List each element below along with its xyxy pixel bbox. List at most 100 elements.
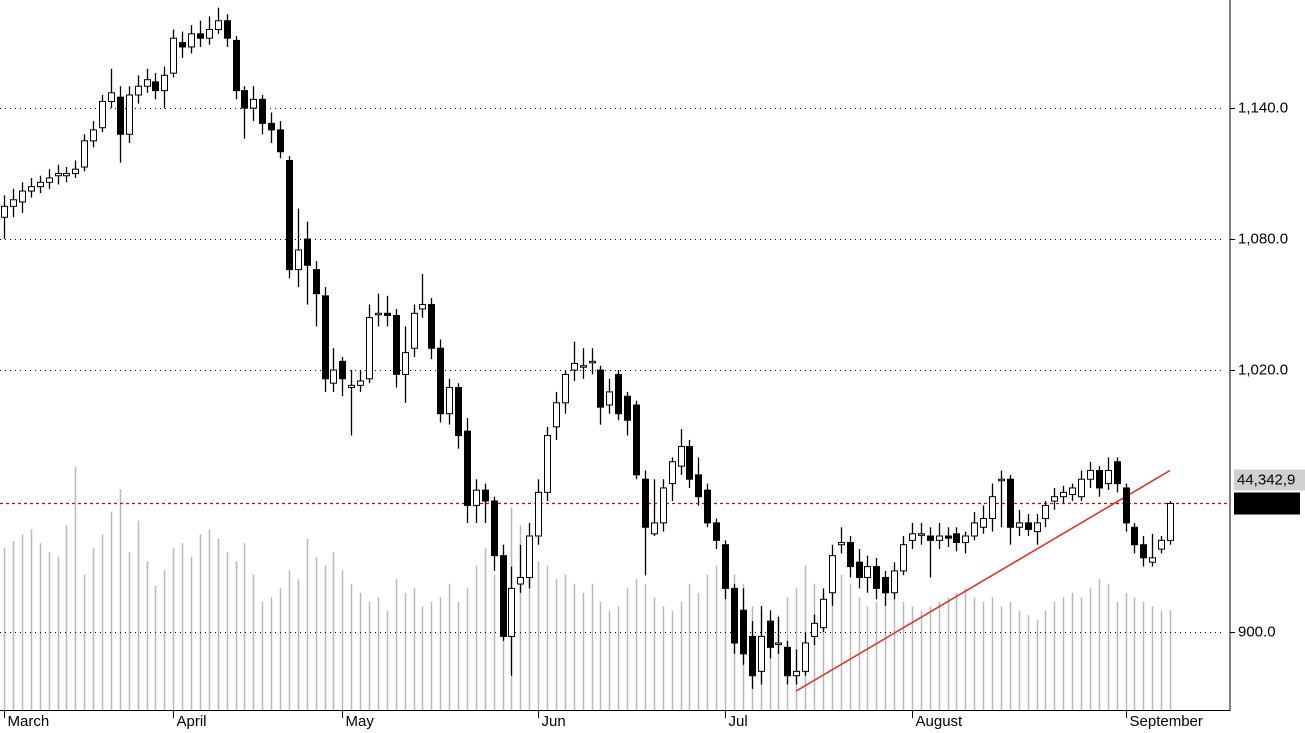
last-close-label: 958.91 [1239,495,1285,512]
candle-body [589,360,596,364]
candle-body [980,518,987,528]
candle-body [126,94,133,135]
candle-body [250,98,257,109]
candle-body [1149,557,1156,563]
candle-body [1,205,8,218]
candle-body [936,535,943,541]
candle-body [402,352,409,375]
candle-body [72,168,79,175]
candle-body [428,304,435,349]
candle-body [1034,522,1041,533]
candle-body [330,369,337,384]
candle-body [953,533,960,544]
candle-body [108,92,115,103]
candle-body [945,535,952,539]
candle-body [900,544,907,572]
candle-body [37,181,44,188]
candle-body [1131,526,1138,546]
candle-body [606,391,613,406]
candle-body [1060,491,1067,498]
candle-body [998,478,1005,482]
candle-body [918,533,925,536]
candle-body [1042,504,1049,520]
candle-body [419,304,426,310]
candle-body [117,96,124,135]
candle-body [802,642,809,672]
last-close-box [1234,492,1300,515]
candle-body [99,101,106,129]
candle-body [411,312,418,349]
candle-body [873,566,880,589]
candle-body [660,487,667,524]
candle-body [713,522,720,541]
candle-body [90,129,97,142]
candle-body [517,576,524,585]
candle-body [740,609,747,655]
candle-body [464,430,471,506]
trend-line [795,469,1171,692]
candle-body [491,500,498,557]
candle-body [722,544,729,589]
candle-body [144,79,151,87]
candle-body [63,173,70,177]
candle-body [277,129,284,153]
candle-body [1087,469,1094,480]
x-tick-label: Jul [729,713,748,730]
candle-body [615,373,622,415]
candle-body [562,373,569,404]
candle-body [455,387,462,437]
candle-body [339,360,346,380]
candle-body [704,489,711,524]
x-tick-label: March [8,713,50,730]
candle-body [46,177,53,183]
candle-body [775,642,782,645]
candle-body [544,435,551,493]
candle-body [1158,539,1165,550]
x-tick-label: August [916,713,964,730]
candle-body [348,384,355,389]
candle-body [393,314,400,375]
candle-body [179,42,186,48]
candle-body [749,635,756,677]
candle-body [268,122,275,131]
candle-body [1114,461,1121,485]
candle-body [188,33,195,48]
candle-body [508,587,515,637]
candle-body [152,81,159,92]
candle-body [651,522,658,535]
x-tick-label: September [1130,713,1203,730]
candle-body [322,295,329,380]
candle-body [161,74,168,92]
candle-body [553,402,560,428]
y-tick-label: 1,140.0 [1238,99,1288,116]
candle-body [1051,496,1058,502]
price-layer [0,7,1228,692]
candle-body [286,159,293,271]
y-tick-label: 900.0 [1238,623,1276,640]
candle-body [28,186,35,192]
candle-body [384,312,391,316]
candle-body [215,20,222,30]
candle-body [1096,469,1103,489]
candle-body [1140,544,1147,559]
candle-body [642,478,649,528]
candle-body [19,190,26,203]
candle-body [927,535,934,541]
candle-body [891,570,898,594]
candle-body [1078,478,1085,498]
candle-body [784,646,791,677]
candle-body [580,365,587,368]
candle-body [971,522,978,537]
candle-body [1007,478,1014,528]
candle-body [313,269,320,295]
candle-body [793,670,800,677]
x-tick-label: May [346,713,375,730]
candle-body [206,28,213,39]
candle-body [55,173,62,177]
candle-body [10,199,17,207]
y-tick-label: 1,080.0 [1238,230,1288,247]
candle-body [437,347,444,415]
candle-body [233,39,240,92]
volume-layer [3,466,1172,710]
